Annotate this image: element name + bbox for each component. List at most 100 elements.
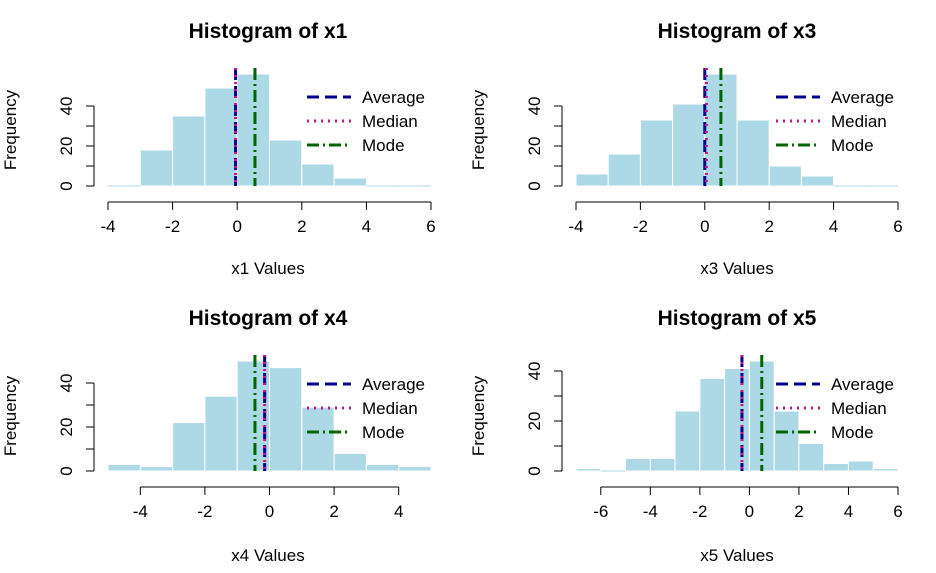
x-tick-label: -4 bbox=[133, 502, 148, 521]
histogram-bar bbox=[672, 103, 706, 187]
x-tick-label: -4 bbox=[568, 217, 583, 236]
histogram-bar bbox=[674, 410, 701, 472]
legend-label-median: Median bbox=[831, 112, 887, 131]
histogram-bar bbox=[269, 139, 303, 187]
histogram-bar bbox=[269, 367, 303, 472]
x-axis: -4 -2 0 2 4 6 bbox=[100, 201, 436, 236]
histogram-bar bbox=[847, 460, 874, 472]
x-axis: -4 -2 0 2 4 6 bbox=[568, 201, 903, 236]
y-tick-label: 40 bbox=[525, 362, 544, 381]
x-axis-label: x4 Values bbox=[231, 546, 304, 565]
y-tick-label: 0 bbox=[525, 466, 544, 475]
y-tick-label: 40 bbox=[57, 374, 76, 393]
histogram-panel-3: Histogram of x4 -4 -2 0 2 4 x4 Values 0 20 40 Freq… bbox=[1, 307, 432, 565]
legend-label-average: Average bbox=[362, 375, 425, 394]
histogram-bar bbox=[649, 458, 676, 472]
histogram-bar bbox=[333, 177, 367, 187]
chart-title: Histogram of x1 bbox=[189, 20, 348, 43]
x-tick-label: 6 bbox=[426, 217, 435, 236]
y-axis: 0 20 40 bbox=[57, 374, 95, 476]
histogram-bar bbox=[607, 153, 641, 187]
histogram-panel-1: Histogram of x1 -4 -2 0 2 4 6 x1 Values 0 20 40 Fre… bbox=[1, 20, 436, 278]
x-tick-label: 2 bbox=[297, 217, 306, 236]
histogram-bar bbox=[204, 395, 238, 472]
legend-label-median: Median bbox=[362, 112, 418, 131]
x-axis: -4 -2 0 2 4 bbox=[133, 486, 403, 521]
y-axis-label: Frequency bbox=[469, 375, 488, 456]
y-axis: 0 20 40 bbox=[57, 97, 95, 191]
x-tick-label: 4 bbox=[829, 217, 838, 236]
legend-label-average: Average bbox=[831, 375, 894, 394]
y-tick-label: 40 bbox=[525, 97, 544, 116]
histogram-panel-2: Histogram of x3 -4 -2 0 2 4 6 x3 Values 0 20 40 Fre… bbox=[469, 20, 903, 278]
legend-label-mode: Mode bbox=[362, 136, 405, 155]
histogram-bar bbox=[724, 368, 750, 472]
x-tick-label: 4 bbox=[362, 217, 371, 236]
legend-label-mode: Mode bbox=[831, 136, 874, 155]
x-tick-label: 0 bbox=[232, 217, 241, 236]
legend: Average Median Mode bbox=[307, 375, 425, 442]
y-axis: 0 20 40 bbox=[525, 97, 563, 191]
y-tick-label: 20 bbox=[57, 137, 76, 156]
histogram-bar bbox=[872, 468, 899, 472]
histogram-bar bbox=[236, 73, 270, 187]
y-axis-label: Frequency bbox=[1, 89, 20, 170]
y-tick-label: 40 bbox=[57, 97, 76, 116]
y-tick-label: 20 bbox=[525, 412, 544, 431]
x-tick-label: 2 bbox=[794, 502, 803, 521]
x-tick-label: -4 bbox=[100, 217, 115, 236]
histogram-bar bbox=[139, 149, 174, 187]
x-tick-label: 4 bbox=[394, 502, 403, 521]
x-tick-label: -6 bbox=[593, 502, 608, 521]
x-tick-label: -2 bbox=[165, 217, 180, 236]
legend-label-median: Median bbox=[831, 399, 887, 418]
legend-label-mode: Mode bbox=[362, 423, 405, 442]
histogram-bar bbox=[575, 173, 609, 187]
chart-title: Histogram of x3 bbox=[658, 20, 817, 43]
chart-title: Histogram of x4 bbox=[189, 307, 348, 330]
histogram-panel-4: Histogram of x5 -6 -4 -2 0 2 4 6 x5 Values 0 20 40 F… bbox=[469, 307, 903, 565]
legend: Average Median Mode bbox=[776, 88, 894, 155]
histogram-bar bbox=[204, 87, 238, 187]
histogram-bar bbox=[768, 165, 802, 187]
y-tick-label: 0 bbox=[525, 181, 544, 190]
x-tick-label: 0 bbox=[265, 502, 274, 521]
y-axis-label: Frequency bbox=[1, 375, 20, 456]
x-tick-label: 2 bbox=[764, 217, 773, 236]
y-tick-label: 0 bbox=[57, 466, 76, 475]
x-tick-label: 6 bbox=[893, 502, 902, 521]
histogram-bar bbox=[798, 443, 825, 472]
histogram-bar bbox=[800, 175, 835, 187]
x-axis-label: x3 Values bbox=[700, 259, 773, 278]
legend: Average Median Mode bbox=[307, 88, 425, 155]
x-tick-label: 0 bbox=[700, 217, 709, 236]
x-tick-label: -2 bbox=[197, 502, 212, 521]
histogram-bar bbox=[699, 378, 726, 472]
y-tick-label: 0 bbox=[57, 181, 76, 190]
x-tick-label: -4 bbox=[643, 502, 658, 521]
histogram-bar bbox=[625, 458, 651, 472]
x-tick-label: -2 bbox=[633, 217, 648, 236]
histogram-bar bbox=[773, 410, 800, 472]
histogram-bar bbox=[172, 422, 206, 472]
histogram-bar bbox=[333, 452, 367, 472]
chart-title: Histogram of x5 bbox=[658, 307, 817, 330]
x-tick-label: -2 bbox=[692, 502, 707, 521]
legend-label-average: Average bbox=[831, 88, 894, 107]
y-tick-label: 20 bbox=[57, 418, 76, 437]
x-axis: -6 -4 -2 0 2 4 6 bbox=[593, 486, 903, 521]
x-axis-label: x1 Values bbox=[231, 259, 304, 278]
histogram-bar bbox=[172, 115, 206, 187]
legend-label-average: Average bbox=[362, 88, 425, 107]
legend: Average Median Mode bbox=[776, 375, 894, 442]
histogram-bar bbox=[575, 468, 602, 472]
histogram-bar bbox=[107, 463, 141, 472]
x-tick-label: 6 bbox=[893, 217, 902, 236]
x-tick-label: 2 bbox=[329, 502, 338, 521]
y-axis-label: Frequency bbox=[469, 89, 488, 170]
histogram-bar bbox=[823, 463, 849, 472]
legend-label-mode: Mode bbox=[831, 423, 874, 442]
legend-label-median: Median bbox=[362, 399, 418, 418]
x-tick-label: 4 bbox=[844, 502, 853, 521]
